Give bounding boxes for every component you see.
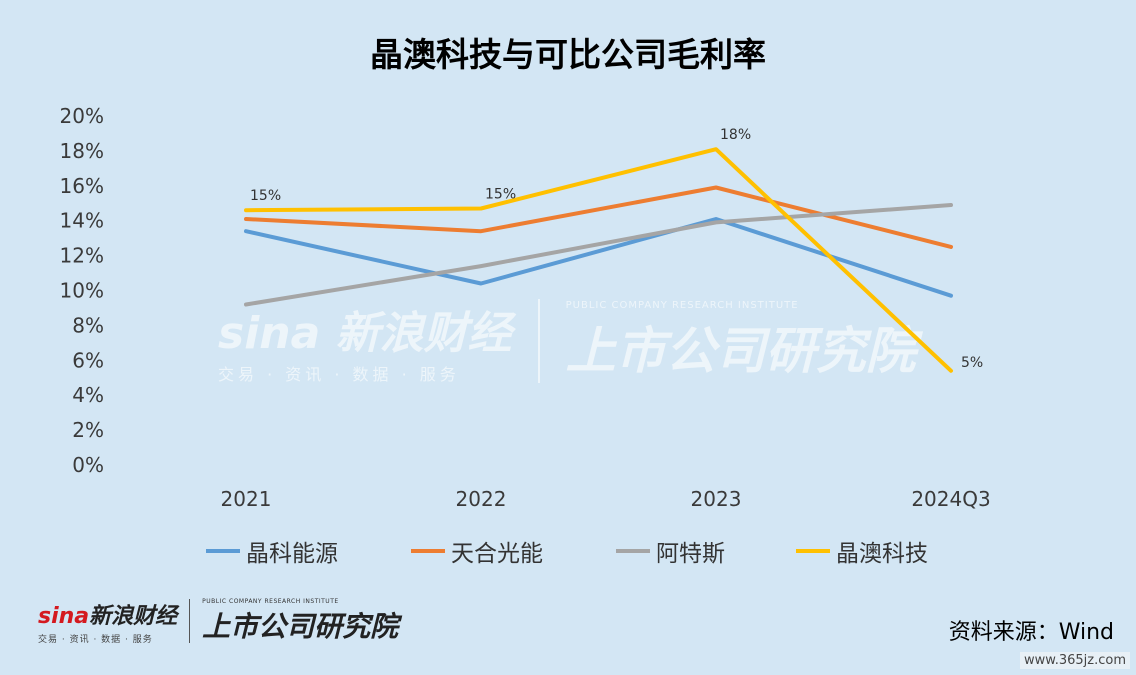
series-line-1 (244, 185, 953, 249)
x-tick-label: 2023 (691, 487, 742, 511)
data-label: 15% (250, 188, 281, 204)
x-axis: 2021 2022 2023 2024Q3 (221, 487, 991, 511)
chart-title: 晶澳科技与可比公司毛利率 (370, 35, 766, 74)
x-tick-label: 2022 (456, 487, 507, 511)
sina-finance-logo: sina新浪财经 交易 · 资讯 · 数据 · 服务 (38, 603, 178, 645)
series-lines (244, 147, 953, 373)
y-tick-label: 6% (72, 348, 104, 372)
watermark-sina-sub: 交易 · 资讯 · 数据 · 服务 (218, 365, 460, 384)
footer-logos: sina新浪财经 交易 · 资讯 · 数据 · 服务 PUBLIC COMPAN… (38, 596, 398, 646)
y-axis: 0% 2% 4% 6% 8% 10% 12% 14% 16% 18% 20% (60, 104, 104, 477)
y-tick-label: 8% (72, 313, 104, 337)
legend-swatch (411, 549, 445, 553)
institute-logo: PUBLIC COMPANY RESEARCH INSTITUTE 上市公司研究… (202, 598, 398, 645)
center-watermark: sina 新浪财经 交易 · 资讯 · 数据 · 服务 PUBLIC COMPA… (218, 296, 938, 386)
legend-swatch (206, 549, 240, 553)
x-tick-label: 2021 (221, 487, 272, 511)
data-label: 5% (961, 355, 983, 371)
site-watermark: www.365jz.com (1020, 652, 1130, 669)
y-tick-label: 20% (60, 104, 104, 128)
data-label: 18% (720, 127, 751, 143)
sina-brand-text: 新浪财经 (89, 603, 178, 629)
series-line-0 (244, 217, 953, 298)
watermark-institute-logo: PUBLIC COMPANY RESEARCH INSTITUTE 上市公司研究… (566, 300, 916, 383)
y-tick-label: 4% (72, 383, 104, 407)
watermark-institute-en: PUBLIC COMPANY RESEARCH INSTITUTE (565, 299, 799, 311)
institute-en-text: PUBLIC COMPANY RESEARCH INSTITUTE (202, 597, 339, 605)
watermark-sina-logo: sina 新浪财经 交易 · 资讯 · 数据 · 服务 (218, 308, 512, 384)
source-note: 资料来源：Wind (948, 620, 1114, 645)
legend-item: 阿特斯 (616, 534, 725, 568)
watermark-sina-brand: 新浪财经 (335, 308, 512, 359)
legend-label: 晶澳科技 (836, 541, 928, 567)
watermark-divider (537, 299, 540, 383)
watermark-institute-name: 上市公司研究院 (565, 321, 916, 380)
y-tick-label: 2% (72, 418, 104, 442)
legend-swatch (796, 549, 830, 553)
y-tick-label: 12% (60, 244, 104, 268)
series-line-3 (244, 147, 953, 373)
legend: 晶科能源 天合光能 阿特斯 晶澳科技 (0, 534, 1136, 568)
data-labels: 15% 15% 18% 5% (250, 127, 983, 371)
y-tick-label: 0% (72, 453, 104, 477)
legend-swatch (616, 549, 650, 553)
institute-name: 上市公司研究院 (202, 609, 399, 643)
logo-divider (189, 599, 191, 643)
legend-item: 天合光能 (411, 534, 543, 568)
legend-item: 晶科能源 (206, 534, 338, 568)
y-tick-label: 10% (60, 279, 104, 303)
legend-label: 天合光能 (451, 541, 543, 567)
legend-item: 晶澳科技 (796, 534, 928, 568)
data-label: 15% (485, 186, 516, 202)
legend-label: 阿特斯 (656, 541, 725, 567)
legend-label: 晶科能源 (246, 541, 338, 567)
y-tick-label: 18% (60, 139, 104, 163)
x-tick-label: 2024Q3 (911, 487, 990, 511)
line-chart: 0%2%4%6%8%10%12%14%16%18%20% 2021 2022 202… (60, 104, 991, 511)
y-tick-label: 14% (60, 209, 104, 233)
sina-sub-text: 交易 · 资讯 · 数据 · 服务 (38, 634, 153, 645)
series-line-2 (244, 203, 953, 307)
y-tick-label: 16% (60, 174, 104, 198)
